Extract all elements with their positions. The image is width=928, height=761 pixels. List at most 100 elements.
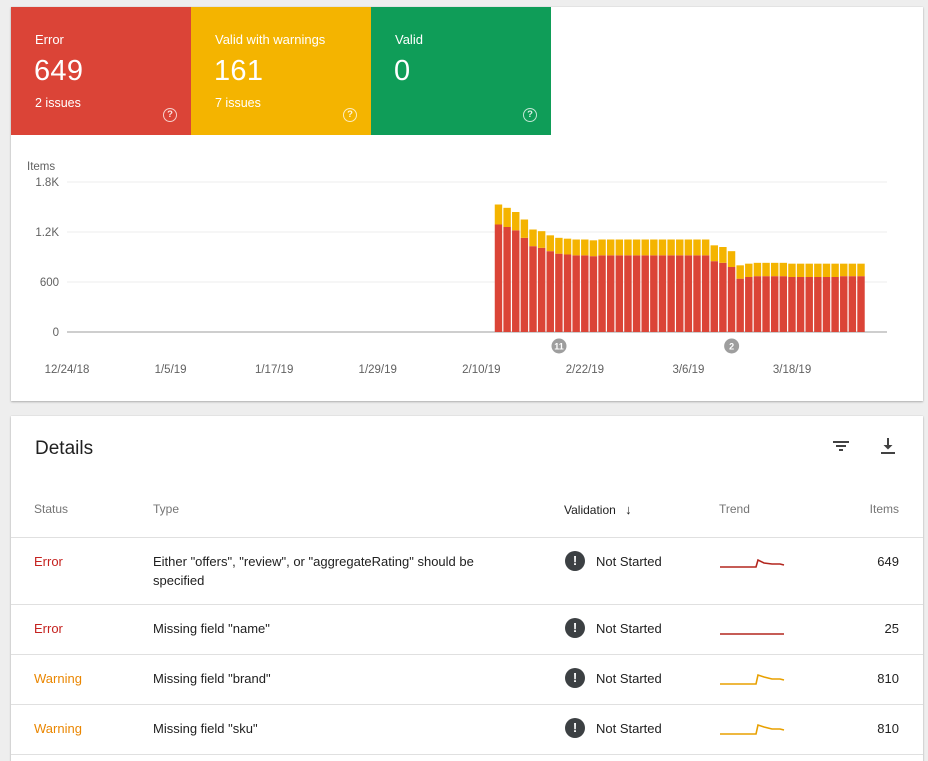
x-tick-label: 12/24/18 bbox=[45, 364, 90, 376]
validation-cell: Not Started bbox=[596, 621, 662, 636]
error-bar bbox=[727, 267, 736, 332]
error-bar bbox=[520, 237, 529, 332]
error-bar bbox=[632, 255, 641, 332]
table-row[interactable]: Warning Missing field "brand"! Not Started… bbox=[11, 655, 923, 705]
header-divider bbox=[11, 537, 923, 538]
warning-bar bbox=[624, 239, 632, 256]
warning-summary-tile[interactable]: Valid with warnings 161 7 issues ? bbox=[191, 7, 371, 135]
warning-bar bbox=[745, 263, 753, 277]
warning-bar bbox=[753, 262, 762, 277]
column-header-trend[interactable]: Trend bbox=[719, 502, 750, 516]
alert-icon: ! bbox=[565, 718, 585, 738]
details-title: Details bbox=[35, 438, 94, 459]
warning-bar bbox=[779, 262, 788, 277]
trend-line bbox=[720, 723, 785, 735]
error-bar bbox=[650, 255, 658, 332]
error-bar bbox=[753, 276, 762, 332]
warning-bar bbox=[520, 219, 529, 238]
details-card: Details Status Type Validation ↓ Trend I… bbox=[11, 416, 923, 761]
error-bar bbox=[529, 246, 537, 332]
trend-line bbox=[720, 558, 785, 568]
table-row[interactable]: Warning Missing field "sku"! Not Started 81… bbox=[11, 705, 923, 755]
annotation-label: 11 bbox=[554, 342, 564, 352]
warning-bar bbox=[770, 262, 779, 277]
error-bar bbox=[745, 277, 753, 332]
warning-bar bbox=[814, 263, 822, 277]
error-bar bbox=[788, 277, 796, 332]
items-cell: 810 bbox=[877, 721, 899, 736]
warning-bar bbox=[701, 239, 710, 256]
warning-bar bbox=[581, 239, 589, 256]
warning-bar bbox=[589, 240, 598, 257]
warning-bar bbox=[555, 237, 563, 254]
error-bar bbox=[546, 251, 554, 332]
error-bar bbox=[589, 256, 598, 332]
help-icon[interactable]: ? bbox=[163, 108, 177, 122]
error-bar bbox=[572, 255, 580, 332]
column-header-type[interactable]: Type bbox=[153, 502, 180, 516]
x-tick-label: 1/17/19 bbox=[255, 364, 293, 376]
warning-tile-count: 161 bbox=[214, 55, 264, 87]
error-bar bbox=[805, 277, 813, 332]
warning-tile-label: Valid with warnings bbox=[215, 32, 326, 47]
error-bar bbox=[684, 255, 693, 332]
warning-bar bbox=[503, 207, 511, 227]
warning-bar bbox=[796, 263, 805, 277]
annotation-marker[interactable] bbox=[551, 338, 567, 354]
error-bar bbox=[693, 255, 701, 332]
warning-bar bbox=[719, 247, 727, 263]
error-bar bbox=[822, 277, 831, 332]
error-bar bbox=[641, 255, 649, 332]
warning-tile-issues: 7 issues bbox=[215, 96, 261, 110]
annotation-marker[interactable] bbox=[724, 338, 740, 354]
status-cell: Warning bbox=[34, 671, 82, 686]
y-tick-label: 600 bbox=[40, 277, 59, 289]
column-header-status[interactable]: Status bbox=[34, 502, 69, 516]
y-axis-label: Items bbox=[27, 161, 55, 173]
alert-icon: ! bbox=[565, 551, 585, 571]
column-header-validation[interactable]: Validation ↓ bbox=[564, 502, 632, 517]
valid-summary-tile[interactable]: Valid 0 ? bbox=[371, 7, 551, 135]
warning-bar bbox=[736, 265, 744, 279]
warning-bar bbox=[848, 263, 857, 277]
error-bar bbox=[606, 255, 615, 332]
status-cell: Error bbox=[34, 554, 63, 569]
warning-bar bbox=[676, 239, 684, 256]
error-bar bbox=[658, 255, 667, 332]
trend-sparkline bbox=[720, 558, 785, 568]
warning-bar bbox=[727, 251, 736, 267]
download-icon[interactable] bbox=[876, 434, 900, 458]
row-divider bbox=[11, 604, 923, 605]
error-bar bbox=[796, 277, 805, 332]
warning-bar bbox=[658, 239, 667, 256]
filter-icon[interactable] bbox=[829, 434, 853, 458]
column-header-items[interactable]: Items bbox=[869, 502, 899, 516]
type-cell: Missing field "sku" bbox=[153, 721, 258, 736]
warning-bar bbox=[529, 229, 537, 247]
validation-cell: Not Started bbox=[596, 671, 662, 686]
error-bar bbox=[537, 247, 546, 332]
table-row[interactable]: Error Missing field "name"! Not Started 25 bbox=[11, 605, 923, 655]
type-cell: Missing field "name" bbox=[153, 621, 270, 636]
x-tick-label: 3/18/19 bbox=[773, 364, 811, 376]
error-summary-tile[interactable]: Error 649 2 issues ? bbox=[11, 7, 191, 135]
validation-cell: Not Started bbox=[596, 554, 662, 569]
sort-arrow-icon: ↓ bbox=[625, 502, 632, 517]
warning-bar bbox=[684, 239, 693, 256]
table-row[interactable]: Error Either "offers", "review", or "aggr… bbox=[11, 538, 923, 605]
items-cell: 649 bbox=[877, 554, 899, 569]
error-bar bbox=[512, 230, 520, 332]
x-tick-label: 2/10/19 bbox=[462, 364, 500, 376]
help-icon[interactable]: ? bbox=[343, 108, 357, 122]
x-tick-label: 1/29/19 bbox=[359, 364, 397, 376]
help-icon[interactable]: ? bbox=[523, 108, 537, 122]
row-divider bbox=[11, 654, 923, 655]
warning-bar bbox=[615, 239, 624, 256]
trend-sparkline bbox=[720, 673, 785, 685]
warning-bar bbox=[822, 263, 831, 277]
warning-bar bbox=[840, 263, 848, 277]
warning-bar bbox=[494, 204, 503, 225]
x-tick-label: 1/5/19 bbox=[155, 364, 187, 376]
warning-bar bbox=[632, 239, 641, 256]
error-bar bbox=[624, 255, 632, 332]
